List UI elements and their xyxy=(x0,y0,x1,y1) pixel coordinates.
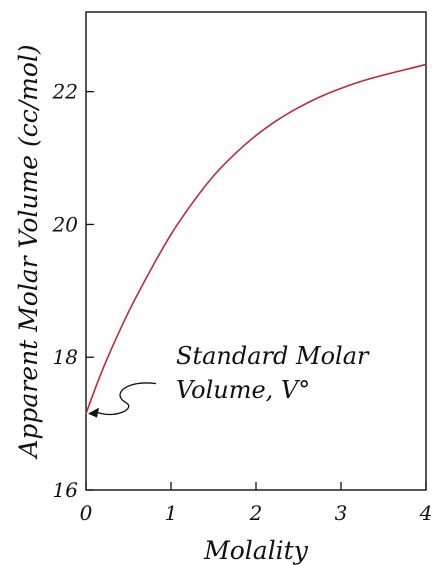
tick-marks xyxy=(85,91,427,491)
annotation-arrow-line xyxy=(97,382,157,416)
plot-frame xyxy=(85,11,427,491)
annotation-line-1: Standard Molar xyxy=(176,342,370,370)
y-tick-label: 16 xyxy=(53,478,79,502)
y-axis-title: Apparent Molar Volume (cc/mol) xyxy=(14,44,43,459)
standard-molar-volume-annotation: Standard Molar Volume, V° xyxy=(88,342,370,418)
x-tick-label: 1 xyxy=(165,501,178,525)
x-tick-labels: 0 1 2 3 4 xyxy=(80,501,433,525)
y-tick-label: 18 xyxy=(53,345,78,369)
y-tick-labels: 16 18 20 22 xyxy=(52,80,79,502)
annotation-line-2: Volume, V° xyxy=(176,376,310,404)
x-tick-label: 0 xyxy=(80,501,93,525)
y-tick-label: 22 xyxy=(52,80,78,104)
annotation-arrow-head xyxy=(88,407,99,418)
x-tick-label: 3 xyxy=(335,501,348,525)
series-group xyxy=(85,63,427,414)
series-line-0 xyxy=(85,63,427,414)
y-tick-label: 20 xyxy=(52,212,79,236)
x-tick-label: 4 xyxy=(419,501,433,525)
x-axis-title: Molality xyxy=(203,536,309,565)
x-tick-label: 2 xyxy=(249,501,263,525)
